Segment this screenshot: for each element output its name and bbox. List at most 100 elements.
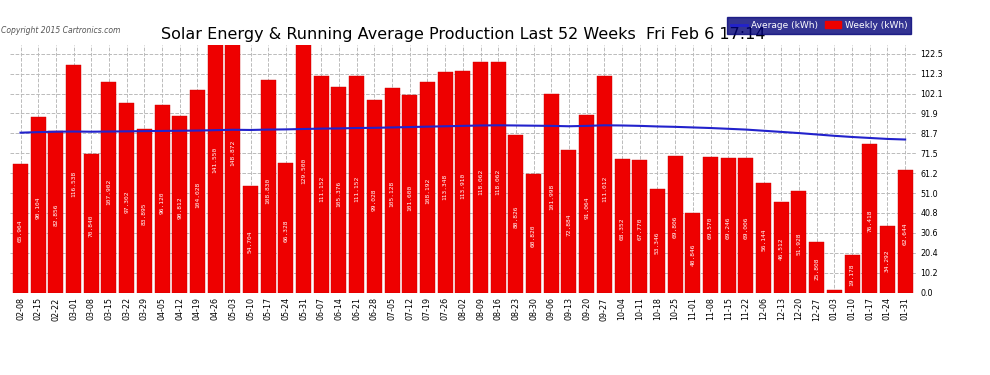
Bar bbox=[278, 163, 293, 292]
Bar bbox=[367, 99, 382, 292]
Text: 76.418: 76.418 bbox=[867, 210, 872, 232]
Text: 80.826: 80.826 bbox=[514, 206, 519, 228]
Text: 69.006: 69.006 bbox=[743, 217, 748, 239]
Text: 111.152: 111.152 bbox=[319, 176, 324, 202]
Text: 97.302: 97.302 bbox=[124, 190, 129, 213]
Bar bbox=[137, 129, 151, 292]
Text: 99.028: 99.028 bbox=[372, 189, 377, 211]
Bar bbox=[649, 189, 665, 292]
Title: Solar Energy & Running Average Production Last 52 Weeks  Fri Feb 6 17:14: Solar Energy & Running Average Productio… bbox=[160, 27, 765, 42]
Bar bbox=[721, 158, 736, 292]
Text: Copyright 2015 Cartronics.com: Copyright 2015 Cartronics.com bbox=[1, 26, 120, 35]
Bar bbox=[739, 158, 753, 292]
Bar bbox=[756, 183, 771, 292]
Text: 68.352: 68.352 bbox=[620, 217, 625, 240]
Bar bbox=[420, 82, 435, 292]
Text: 129.500: 129.500 bbox=[301, 158, 306, 184]
Text: 60.820: 60.820 bbox=[531, 224, 537, 247]
Text: 70.840: 70.840 bbox=[89, 215, 94, 237]
Bar bbox=[862, 144, 877, 292]
Bar bbox=[260, 80, 276, 292]
Bar bbox=[880, 226, 895, 292]
Text: 96.120: 96.120 bbox=[159, 191, 164, 214]
Bar bbox=[685, 213, 700, 292]
Text: 19.178: 19.178 bbox=[849, 263, 854, 286]
Text: 46.512: 46.512 bbox=[779, 238, 784, 260]
Bar bbox=[561, 150, 576, 292]
Bar bbox=[190, 90, 205, 292]
Text: 118.062: 118.062 bbox=[496, 169, 501, 195]
Bar bbox=[384, 88, 400, 292]
Bar bbox=[898, 170, 913, 292]
Bar bbox=[349, 76, 364, 292]
Bar bbox=[438, 72, 452, 292]
Text: 107.902: 107.902 bbox=[107, 178, 112, 205]
Text: 90.812: 90.812 bbox=[177, 196, 182, 219]
Bar bbox=[49, 131, 63, 292]
Bar bbox=[154, 105, 169, 292]
Legend: Average (kWh), Weekly (kWh): Average (kWh), Weekly (kWh) bbox=[728, 17, 911, 33]
Bar bbox=[226, 2, 241, 292]
Bar bbox=[314, 76, 329, 292]
Bar bbox=[332, 87, 346, 292]
Bar bbox=[491, 62, 506, 292]
Text: 118.062: 118.062 bbox=[478, 169, 483, 195]
Bar bbox=[66, 65, 81, 292]
Bar bbox=[809, 242, 825, 292]
Text: 104.028: 104.028 bbox=[195, 182, 200, 209]
Bar bbox=[579, 115, 594, 292]
Text: 113.348: 113.348 bbox=[443, 173, 447, 200]
Bar bbox=[827, 291, 842, 292]
Text: 34.292: 34.292 bbox=[885, 249, 890, 272]
Text: 108.192: 108.192 bbox=[425, 178, 430, 204]
Text: 105.128: 105.128 bbox=[389, 181, 395, 207]
Text: 101.998: 101.998 bbox=[548, 184, 553, 210]
Bar bbox=[243, 186, 258, 292]
Text: 53.346: 53.346 bbox=[655, 231, 660, 254]
Text: 72.884: 72.884 bbox=[566, 213, 571, 236]
Text: 54.704: 54.704 bbox=[248, 230, 253, 253]
Text: 113.910: 113.910 bbox=[460, 173, 465, 199]
Text: 141.550: 141.550 bbox=[213, 147, 218, 173]
Bar bbox=[703, 157, 718, 292]
Text: 69.246: 69.246 bbox=[726, 216, 731, 239]
Bar bbox=[208, 16, 223, 292]
Bar bbox=[791, 191, 807, 292]
Bar bbox=[172, 116, 187, 292]
Bar bbox=[13, 164, 28, 292]
Bar bbox=[31, 117, 46, 292]
Text: 82.856: 82.856 bbox=[53, 204, 58, 226]
Bar bbox=[597, 76, 612, 292]
Text: 69.570: 69.570 bbox=[708, 216, 713, 238]
Bar bbox=[473, 62, 488, 292]
Text: 83.895: 83.895 bbox=[142, 203, 147, 225]
Text: 67.770: 67.770 bbox=[638, 218, 643, 240]
Bar bbox=[844, 255, 859, 292]
Text: 69.806: 69.806 bbox=[672, 216, 677, 238]
Bar bbox=[455, 70, 470, 292]
Text: 66.328: 66.328 bbox=[283, 219, 288, 242]
Bar bbox=[526, 174, 542, 292]
Text: 65.964: 65.964 bbox=[18, 219, 23, 242]
Text: 101.600: 101.600 bbox=[407, 184, 412, 211]
Bar bbox=[101, 82, 117, 292]
Text: 91.064: 91.064 bbox=[584, 196, 589, 219]
Bar bbox=[509, 135, 524, 292]
Text: 25.808: 25.808 bbox=[814, 257, 819, 280]
Bar bbox=[84, 154, 99, 292]
Text: 111.152: 111.152 bbox=[354, 176, 359, 202]
Text: 148.872: 148.872 bbox=[231, 140, 236, 166]
Bar bbox=[296, 40, 311, 292]
Text: 56.144: 56.144 bbox=[761, 229, 766, 251]
Text: 62.644: 62.644 bbox=[903, 223, 908, 245]
Bar bbox=[402, 94, 417, 292]
Bar bbox=[633, 160, 647, 292]
Text: 51.928: 51.928 bbox=[797, 232, 802, 255]
Bar bbox=[119, 103, 135, 292]
Text: 40.846: 40.846 bbox=[690, 243, 695, 266]
Bar bbox=[667, 156, 683, 292]
Text: 108.830: 108.830 bbox=[265, 178, 270, 204]
Text: 111.012: 111.012 bbox=[602, 176, 607, 202]
Text: 105.376: 105.376 bbox=[337, 181, 342, 207]
Bar bbox=[615, 159, 630, 292]
